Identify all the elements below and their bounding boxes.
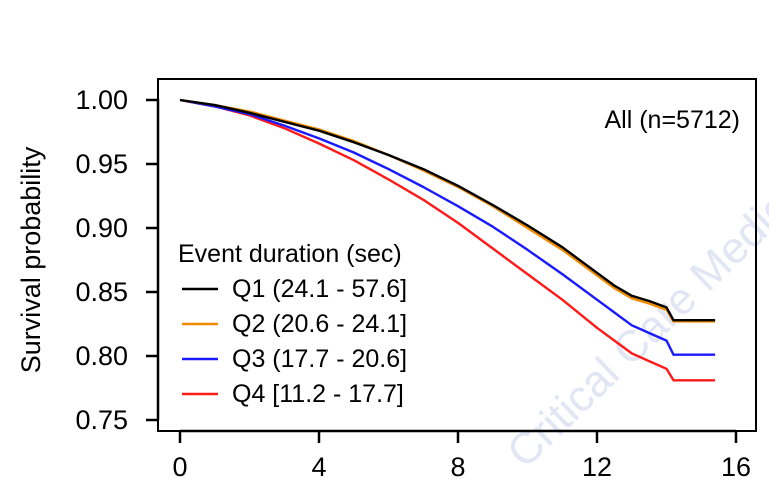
legend-label-q4: Q4 [11.2 - 17.7] xyxy=(232,380,404,408)
x-axis: 0 4 8 12 16 xyxy=(172,429,751,482)
x-tick-label: 12 xyxy=(582,452,612,482)
cohort-annotation: All (n=5712) xyxy=(605,106,741,134)
plot-frame xyxy=(157,78,757,432)
watermark: Critical Care Medicine xyxy=(498,143,769,477)
y-tick-label: 0.85 xyxy=(75,277,128,307)
series-line-q3 xyxy=(179,98,716,356)
legend-label-q1: Q1 (24.1 - 57.6] xyxy=(232,275,407,303)
y-tick-label: 0.80 xyxy=(75,341,128,371)
x-tick-label: 0 xyxy=(172,452,187,482)
x-tick-label: 4 xyxy=(311,452,326,482)
x-tick-label: 8 xyxy=(450,452,465,482)
y-axis: 1.00 0.95 0.90 0.85 0.80 0.75 xyxy=(75,85,160,435)
series-line-q1 xyxy=(179,98,716,322)
y-tick-label: 0.75 xyxy=(75,405,128,435)
series-line-q4 xyxy=(179,98,716,382)
y-tick-label: 0.95 xyxy=(75,149,128,179)
legend-title: Event duration (sec) xyxy=(178,240,402,268)
y-tick-label: 1.00 xyxy=(75,85,128,115)
x-tick-label: 16 xyxy=(721,452,751,482)
y-tick-label: 0.90 xyxy=(75,213,128,243)
legend: Event duration (sec) Q1 (24.1 - 57.6] Q2 … xyxy=(178,240,407,408)
legend-label-q2: Q2 (20.6 - 24.1] xyxy=(232,310,407,338)
series-layer xyxy=(179,98,716,382)
y-axis-title: Survival probability xyxy=(16,146,46,373)
legend-label-q3: Q3 (17.7 - 20.6] xyxy=(232,345,407,373)
